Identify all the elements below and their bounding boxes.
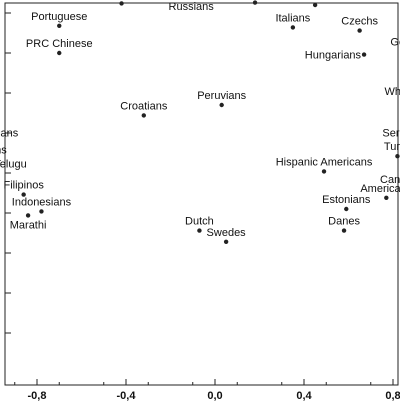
point-danes (341, 228, 347, 233)
point-peruvians (219, 102, 224, 108)
point-label: Estonians (322, 194, 371, 206)
point-label: Peruvians (197, 90, 246, 102)
point-hispanic-americans (321, 169, 327, 174)
point-croatians (141, 113, 146, 118)
point-label: Canadians (380, 174, 400, 186)
x-tick-label: -0,8 (28, 390, 47, 402)
x-tick-label: 0,8 (385, 390, 400, 402)
x-tick-label: 0,0 (207, 390, 222, 402)
point-turks (395, 154, 400, 159)
data-points (21, 0, 400, 244)
point-label: Marathi (10, 219, 47, 231)
point-portuguese (57, 23, 62, 28)
point-label: Italians (275, 12, 310, 24)
x-tick-label: 0,4 (296, 390, 312, 402)
point-label: Swedes (207, 227, 247, 239)
point-estonians (344, 206, 349, 212)
point-label: PRC Chinese (26, 38, 93, 50)
point-label: Germans (390, 36, 400, 48)
point-label: Dutch (185, 216, 214, 228)
point-swedes (223, 239, 229, 244)
point-indonesians (39, 209, 44, 214)
point-label: Turks (384, 141, 400, 153)
point-label: Americans (360, 183, 400, 195)
point-label: Portuguese (31, 11, 87, 23)
point-french (312, 2, 318, 8)
point-label: Russians (169, 1, 215, 13)
point-hungarians (361, 52, 367, 57)
point-label: French (313, 0, 347, 2)
point-label: Black S. Africans (0, 127, 19, 139)
point-label: Telugu (0, 158, 27, 170)
point-americans (384, 195, 389, 200)
point-label: Indonesians (12, 196, 72, 208)
point-italians (290, 25, 296, 30)
x-tick-labels: -1,2-0,8-0,40,00,40,81,2 (28, 390, 400, 402)
x-tick-marks (14, 379, 394, 385)
point-spaniards (119, 1, 124, 6)
point-label: White S. Africans (384, 86, 400, 98)
point-belgians (252, 0, 258, 5)
point-filipinos (21, 192, 26, 197)
x-tick-label: -0,4 (117, 390, 137, 402)
y-tick-marks (5, 12, 11, 334)
point-label: Hispanic Americans (276, 156, 373, 168)
point-prc-chinese (57, 50, 62, 56)
point-czechs (357, 28, 362, 33)
point-label: Danes (328, 216, 360, 228)
point-label: Czechs (341, 16, 378, 28)
point-label: Serbians (382, 128, 400, 140)
point-labels: JapaneseSpaniardsRussiansBelgiansFrenchP… (0, 0, 400, 239)
point-label: Hungarians (305, 50, 362, 62)
point-marathi (25, 213, 31, 218)
plot-area-frame (4, 2, 399, 386)
point-label: Filipinos (3, 180, 44, 192)
point-label: Croatians (120, 100, 168, 112)
point-label: Zimbabweans (0, 144, 7, 156)
point-dutch (197, 228, 202, 233)
